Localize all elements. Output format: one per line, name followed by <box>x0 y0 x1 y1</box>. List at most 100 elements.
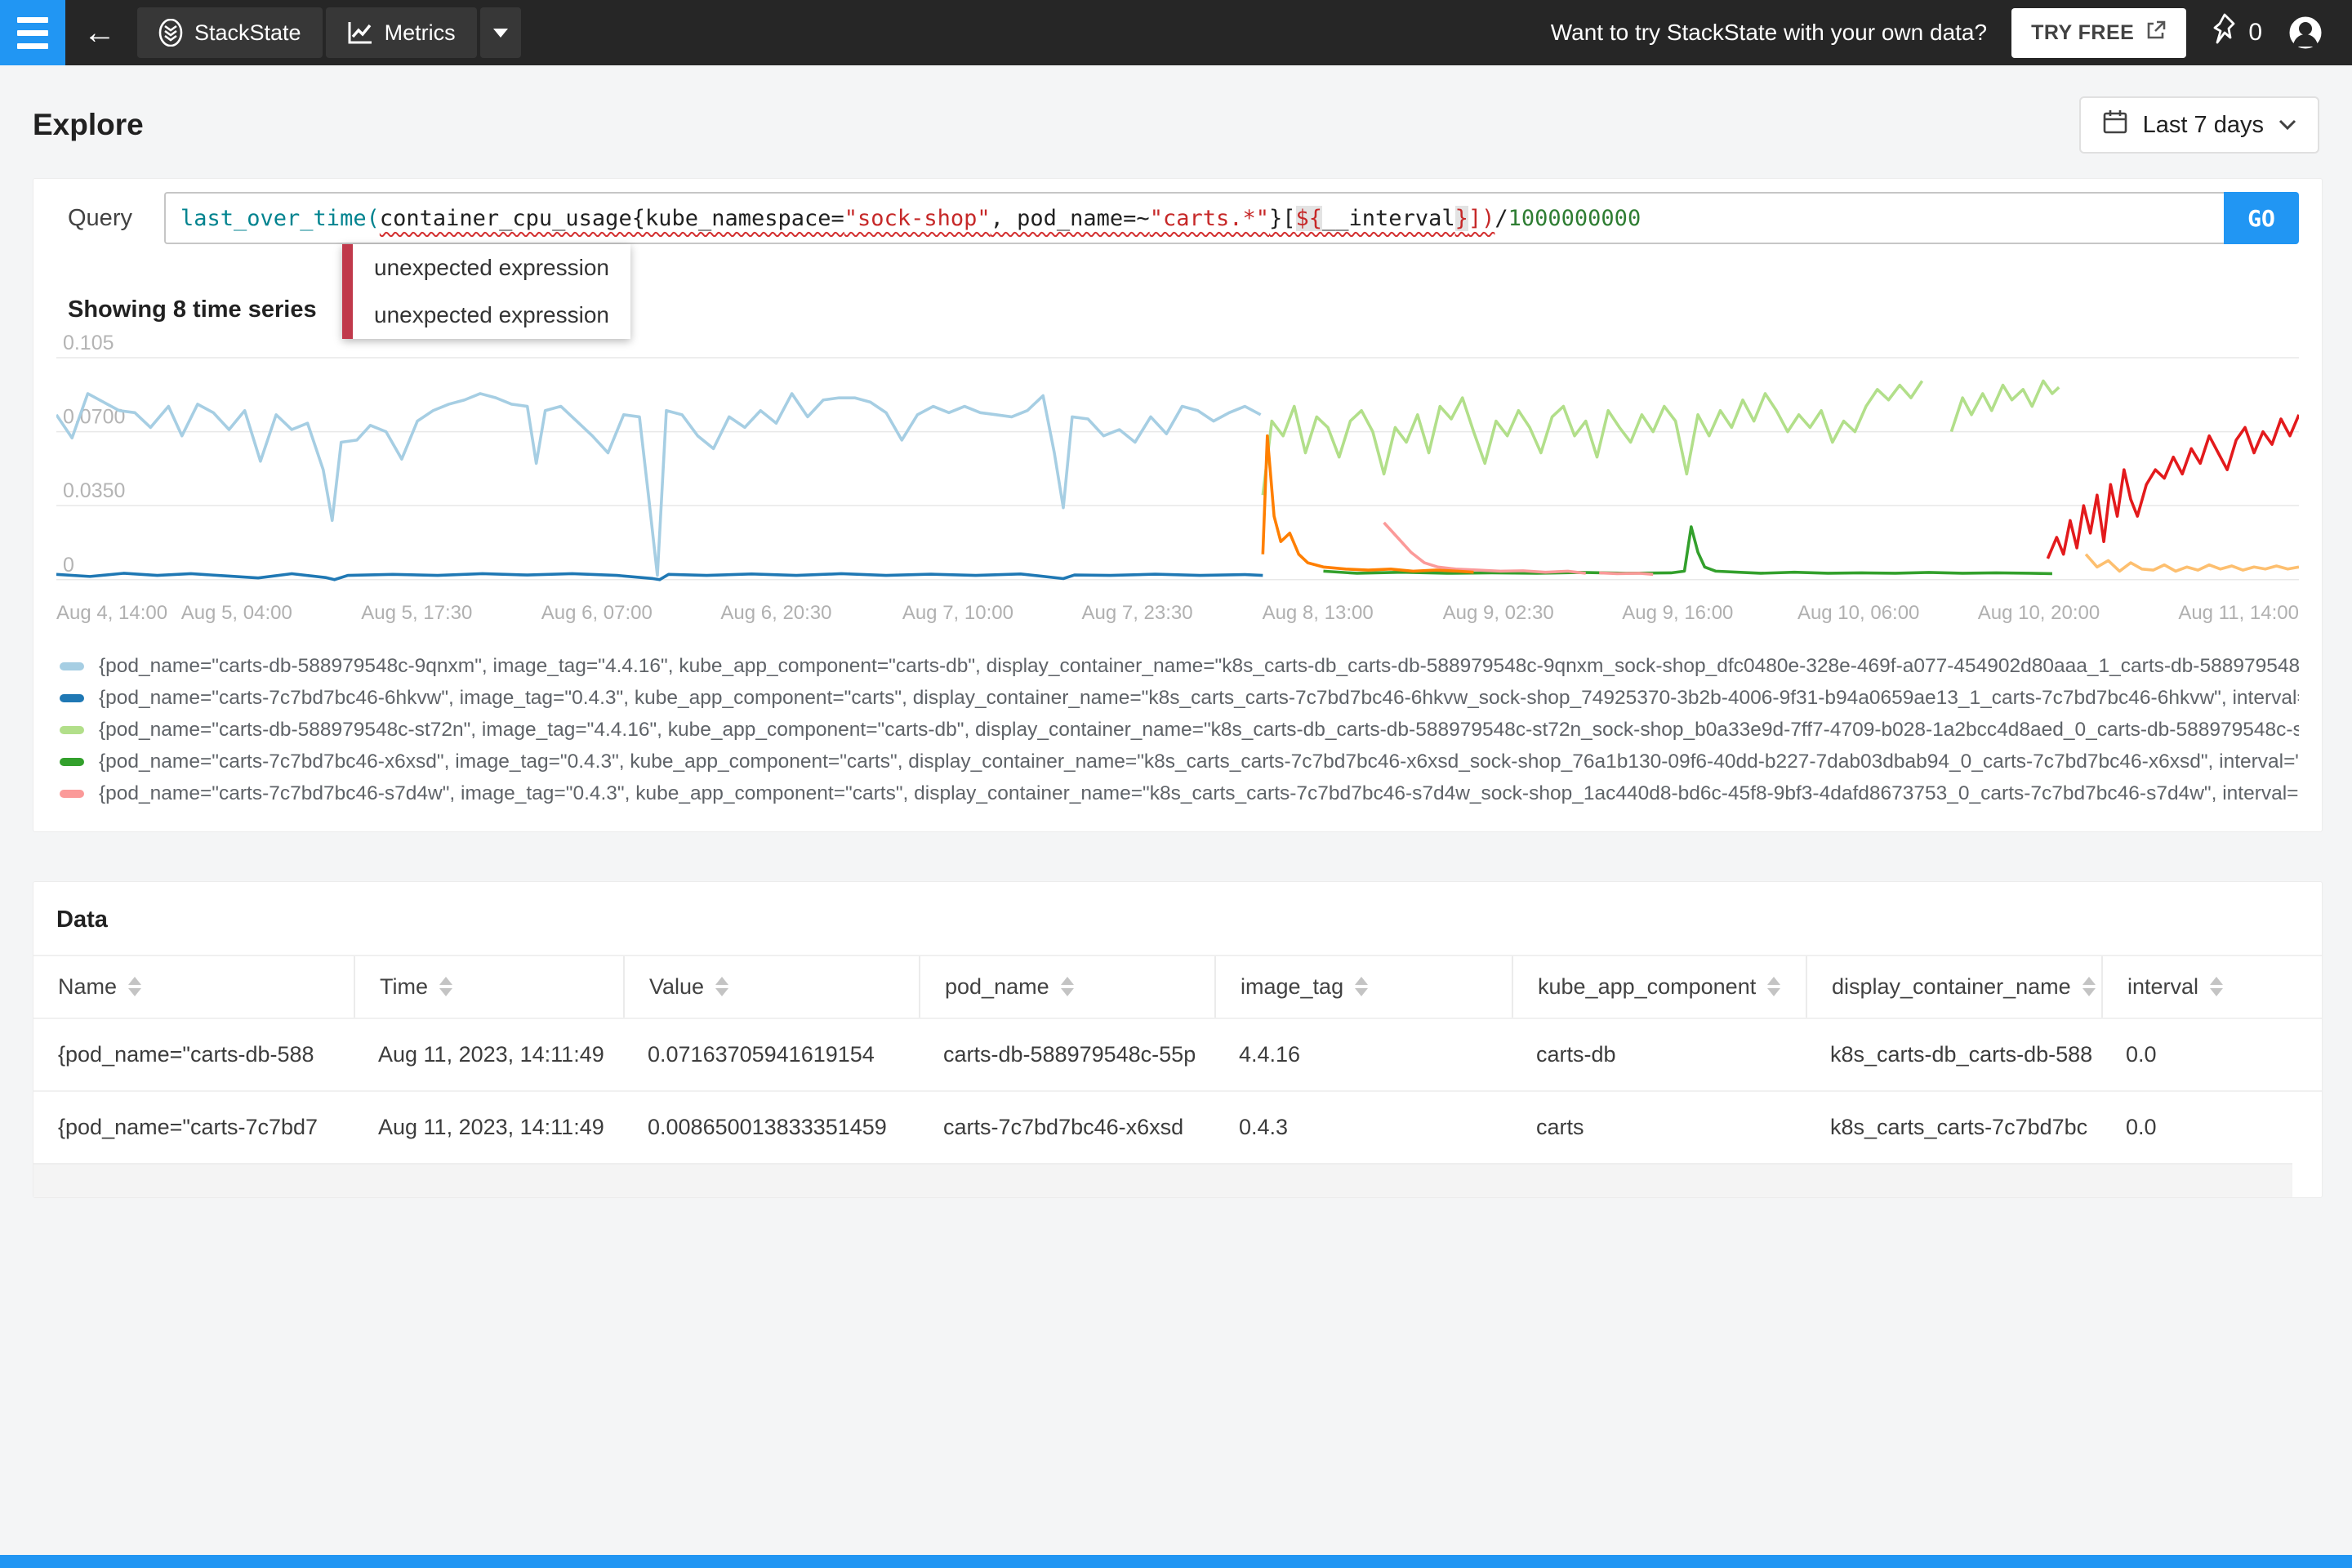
page-title: Explore <box>33 108 144 141</box>
legend-item[interactable]: {pod_name="carts-db-588979548c-9qnxm", i… <box>56 651 2299 683</box>
column-header-label: image_tag <box>1241 973 1344 999</box>
column-header-interval[interactable]: interval <box>2101 956 2322 1018</box>
chevron-down-icon <box>492 28 508 38</box>
legend-label: {pod_name="carts-7c7bd7bc46-s7d4w", imag… <box>99 782 2299 805</box>
table-cell: {pod_name="carts-7c7bd7 <box>58 1114 318 1139</box>
series-line-orange[interactable] <box>1261 434 1474 574</box>
legend-label: {pod_name="carts-7c7bd7bc46-x6xsd", imag… <box>99 751 2299 773</box>
y-axis-tick-label: 0 <box>63 554 74 577</box>
legend-item[interactable]: {pod_name="carts-7c7bd7bc46-s7d4w", imag… <box>56 778 2299 810</box>
table-row[interactable]: {pod_name="carts-db-588 Aug 11, 2023, 14:… <box>33 1017 2322 1090</box>
table-footer-strip <box>33 1162 2292 1197</box>
query-token: last_over_time( <box>180 205 380 231</box>
series-line-red[interactable] <box>2046 414 2299 559</box>
data-panel-title: Data <box>56 906 108 933</box>
promo-text: Want to try StackState with your own dat… <box>1550 20 1988 45</box>
time-range-selector[interactable]: Last 7 days <box>2078 96 2319 154</box>
sort-icon[interactable] <box>715 977 729 997</box>
series-line-carts-7c7bd7bc46-s7d4w[interactable] <box>1383 521 1586 575</box>
query-input[interactable]: last_over_time(container_cpu_usage{kube_… <box>164 192 2224 244</box>
table-cell: 0.4.3 <box>1239 1114 1289 1139</box>
line-chart-icon <box>347 20 373 45</box>
x-axis-tick-label: Aug 10, 06:00 <box>1797 601 1920 624</box>
legend-color-swatch <box>60 662 84 671</box>
series-line-carts-db-588979548c-st72n[interactable] <box>1261 380 1924 496</box>
sort-icon[interactable] <box>2210 977 2224 997</box>
query-error-tooltip: unexpected expression unexpected expressi… <box>342 244 630 339</box>
try-free-label: TRY FREE <box>2031 20 2135 44</box>
x-axis-tick-label: Aug 11, 14:00 <box>2178 601 2299 624</box>
sort-icon[interactable] <box>1355 977 1369 997</box>
x-axis-tick-label: Aug 6, 07:00 <box>541 601 653 624</box>
series-line-carts-db-588979548c-st72n[interactable] <box>1949 379 2060 433</box>
time-series-chart[interactable]: 0.105 0.0700 0.0350 0 Aug 4, 14:00 Aug 5, 04… <box>56 333 2299 630</box>
column-header-value[interactable]: Value <box>623 956 919 1018</box>
data-table: Name Time Value pod_name image_tag kube_app_c… <box>33 954 2322 1197</box>
pin-counter[interactable]: 0 <box>2211 13 2262 52</box>
legend-color-swatch <box>60 790 84 799</box>
column-header-display-container-name[interactable]: display_container_name <box>1806 956 2101 1018</box>
table-cell: carts-7c7bd7bc46-x6xsd <box>943 1114 1184 1139</box>
query-chart-panel: Query last_over_time(container_cpu_usage… <box>33 178 2323 832</box>
legend-item[interactable]: {pod_name="carts-7c7bd7bc46-x6xsd", imag… <box>56 746 2299 778</box>
pin-icon <box>2211 13 2238 52</box>
tab-dropdown-button[interactable] <box>479 7 521 58</box>
column-header-pod-name[interactable]: pod_name <box>919 956 1214 1018</box>
sort-icon[interactable] <box>128 977 142 997</box>
sort-icon[interactable] <box>1060 977 1074 997</box>
query-token: "carts.*" <box>1149 205 1269 231</box>
table-cell: k8s_carts-db_carts-db-588 <box>1830 1041 2093 1067</box>
query-error-message: unexpected expression <box>374 302 609 327</box>
sort-icon[interactable] <box>439 977 452 997</box>
chart-legend: {pod_name="carts-db-588979548c-9qnxm", i… <box>56 651 2299 810</box>
table-cell: carts-db-588979548c-55p <box>943 1041 1196 1067</box>
column-header-label: Time <box>380 973 428 999</box>
table-header-row: Name Time Value pod_name image_tag kube_app_c… <box>33 954 2322 1018</box>
table-cell: 0.07163705941619154 <box>648 1041 875 1067</box>
query-token: container_cpu_usage{kube_namespace= <box>379 205 844 231</box>
table-cell: 0.0 <box>2126 1114 2157 1139</box>
query-token: "sock-shop" <box>844 205 991 231</box>
chevron-down-icon <box>2278 119 2296 131</box>
tab-stackstate[interactable]: StackState <box>137 7 323 58</box>
column-header-kube-app-component[interactable]: kube_app_component <box>1512 956 1806 1018</box>
series-line-carts-7c7bd7bc46-s7d4w[interactable] <box>1599 571 1654 577</box>
series-line-carts-7c7bd7bc46-6hkvw[interactable] <box>56 572 1263 581</box>
column-header-image-tag[interactable]: image_tag <box>1214 956 1512 1018</box>
table-cell: 0.008650013833351459 <box>648 1114 887 1139</box>
x-axis-tick-label: Aug 8, 13:00 <box>1262 601 1374 624</box>
table-cell: k8s_carts_carts-7c7bd7bc <box>1830 1114 2088 1139</box>
series-line-amber[interactable] <box>2084 553 2299 573</box>
try-free-button[interactable]: TRY FREE <box>2011 7 2187 58</box>
back-arrow-button[interactable]: ← <box>83 15 116 51</box>
calendar-icon <box>2102 109 2128 141</box>
column-header-label: interval <box>2127 973 2199 999</box>
y-axis-tick-label: 0.0350 <box>63 479 125 502</box>
x-axis-tick-label: Aug 4, 14:00 <box>56 601 168 624</box>
query-token: , pod_name=~ <box>990 205 1150 231</box>
legend-item[interactable]: {pod_name="carts-db-588979548c-st72n", i… <box>56 715 2299 746</box>
x-axis-tick-label: Aug 9, 16:00 <box>1622 601 1734 624</box>
column-header-label: display_container_name <box>1832 973 2071 999</box>
table-cell: 0.0 <box>2126 1041 2157 1067</box>
column-header-label: pod_name <box>945 973 1049 999</box>
x-axis-tick-label: Aug 6, 20:30 <box>720 601 832 624</box>
series-line-carts-db-588979548c-9qnxm[interactable] <box>56 392 1262 577</box>
query-token: / <box>1494 205 1508 231</box>
query-label: Query <box>68 204 132 231</box>
hamburger-menu-button[interactable] <box>0 0 65 65</box>
sort-icon[interactable] <box>2082 977 2096 997</box>
user-avatar[interactable] <box>2287 14 2324 51</box>
query-token: 1000000000 <box>1508 205 1642 231</box>
sort-icon[interactable] <box>1767 977 1781 997</box>
series-line-carts-7c7bd7bc46-x6xsd[interactable] <box>1323 525 2052 576</box>
column-header-name[interactable]: Name <box>33 956 354 1018</box>
table-row[interactable]: {pod_name="carts-7c7bd7 Aug 11, 2023, 14:… <box>33 1089 2322 1163</box>
table-cell: {pod_name="carts-db-588 <box>58 1041 314 1067</box>
tab-metrics[interactable]: Metrics <box>325 7 477 58</box>
legend-item[interactable]: {pod_name="carts-7c7bd7bc46-6hkvw", imag… <box>56 683 2299 715</box>
column-header-time[interactable]: Time <box>354 956 623 1018</box>
query-token: ]) <box>1468 205 1495 231</box>
go-button[interactable]: GO <box>2224 192 2299 244</box>
